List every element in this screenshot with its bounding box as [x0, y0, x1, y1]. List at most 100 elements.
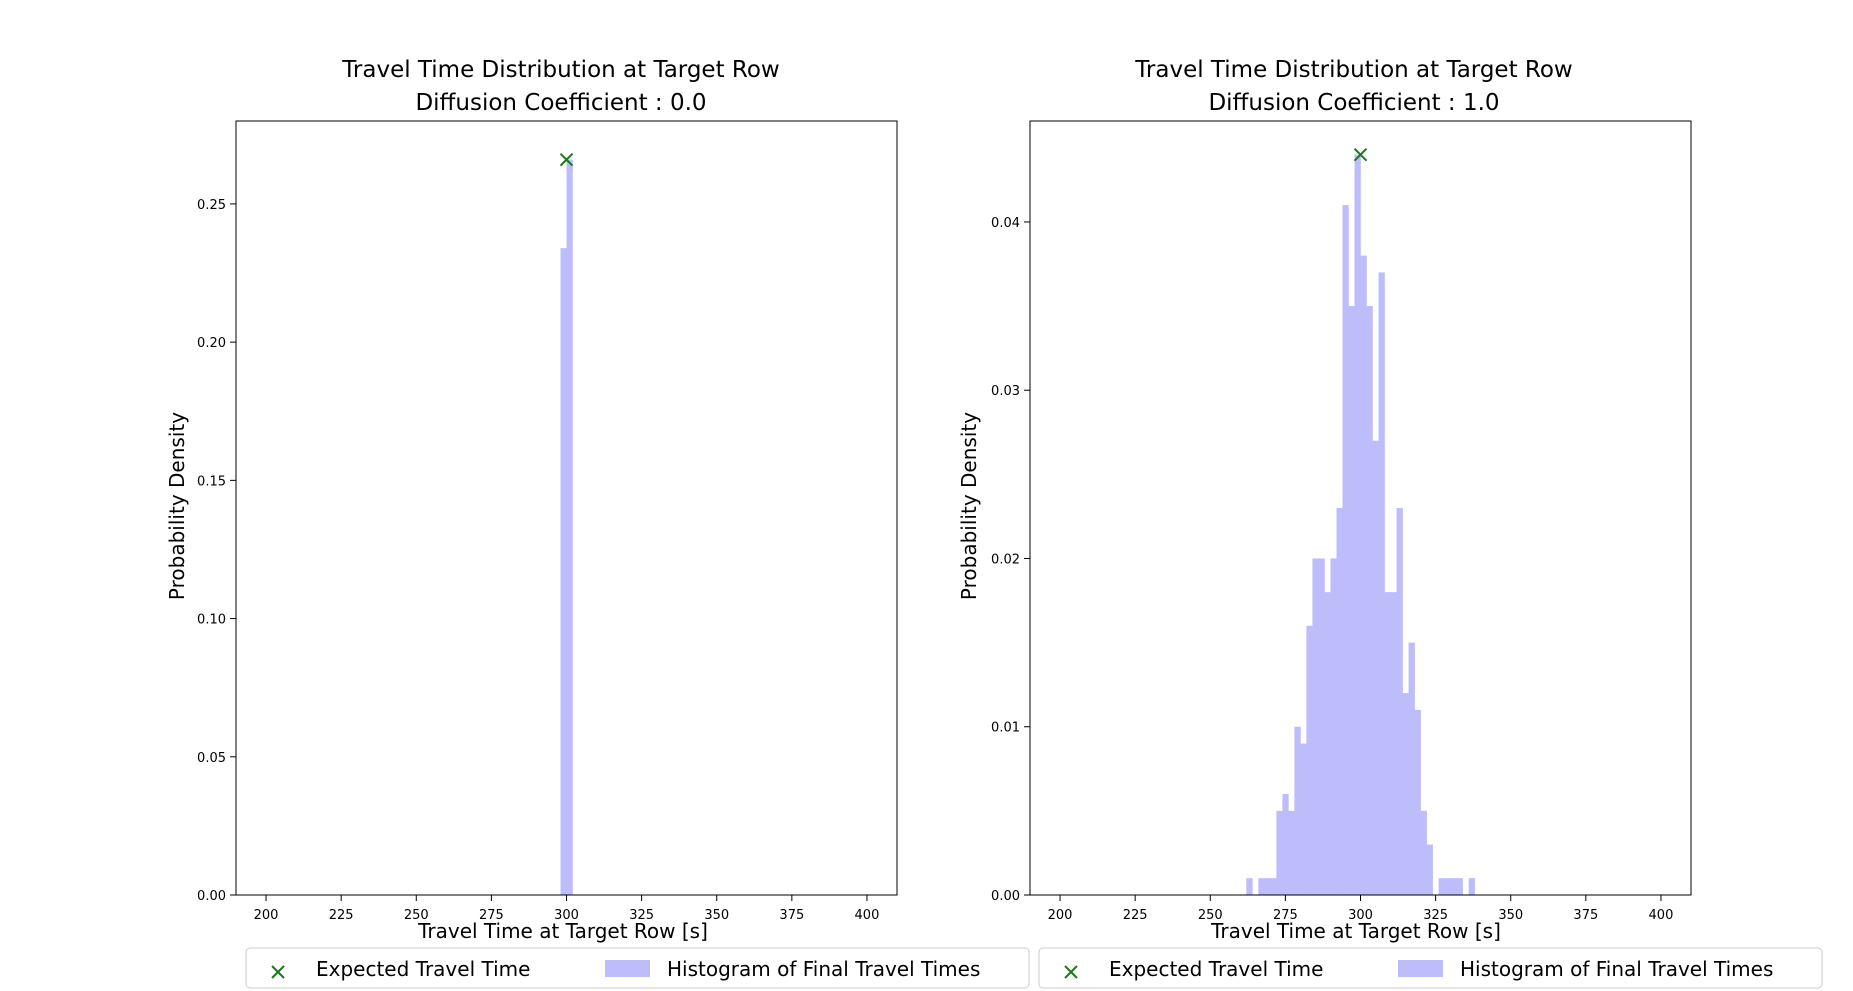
- x-tick-label: 200: [254, 908, 279, 923]
- legend-label-expected: Expected Travel Time: [316, 957, 530, 981]
- x-tick-label: 275: [479, 908, 504, 923]
- legend-patch-histogram: [605, 960, 650, 977]
- histogram-bars: [560, 159, 573, 895]
- y-axis-label: Probability Density: [165, 412, 189, 600]
- y-tick-label: 0.01: [991, 721, 1020, 736]
- histogram-bar: [1294, 726, 1301, 895]
- histogram-bar: [1414, 709, 1421, 895]
- y-tick-label: 0.00: [197, 889, 226, 904]
- chart-diffusion-1: Travel Time Distribution at Target Row D…: [957, 57, 1823, 989]
- histogram-bar: [1288, 810, 1295, 895]
- histogram-bar: [1384, 592, 1391, 895]
- chart-diffusion-0: Travel Time Distribution at Target Row D…: [165, 57, 1030, 989]
- legend-patch-histogram: [1398, 960, 1443, 977]
- legend: Expected Travel Time Histogram of Final …: [245, 947, 1030, 989]
- histogram-bar: [1348, 306, 1355, 896]
- x-axis-ticks: 200 225 250 275 300 325 350 375 400: [1048, 895, 1674, 923]
- legend-cross-icon: [1064, 965, 1078, 979]
- x-axis-label: Travel Time at Target Row [s]: [1210, 919, 1501, 943]
- x-tick-label: 325: [1423, 908, 1448, 923]
- x-tick-label: 325: [629, 908, 654, 923]
- y-tick-label: 0.20: [197, 336, 226, 351]
- y-axis-ticks: 0.00 0.01 0.02 0.03 0.04: [991, 216, 1030, 904]
- expected-marker-icon: [1353, 147, 1368, 162]
- chart-title: Travel Time Distribution at Target Row: [1134, 57, 1573, 83]
- x-tick-label: 250: [404, 908, 429, 923]
- histogram-bar: [1378, 272, 1385, 895]
- histogram-bar: [1366, 306, 1373, 896]
- expected-marker-group: [559, 152, 574, 167]
- histogram-bar: [1426, 844, 1433, 895]
- legend-marker-icon: [1064, 965, 1078, 979]
- legend-label-histogram: Histogram of Final Travel Times: [667, 957, 980, 981]
- histogram-bar: [1468, 878, 1475, 895]
- x-axis-ticks: 200 225 250 275 300 325 350 375 400: [254, 895, 880, 923]
- histogram-bar: [1330, 558, 1337, 895]
- y-axis-ticks: 0.00 0.05 0.10 0.15 0.20 0.25: [197, 198, 236, 904]
- y-axis-label: Probability Density: [957, 412, 981, 600]
- histogram-bars: [1246, 154, 1475, 896]
- x-tick-label: 375: [779, 908, 804, 923]
- histogram-bar: [1354, 154, 1361, 896]
- histogram-bar: [1438, 878, 1445, 895]
- histogram-bar: [1390, 592, 1397, 895]
- legend-marker-icon: [271, 965, 285, 979]
- x-tick-label: 200: [1048, 908, 1073, 923]
- x-tick-label: 225: [329, 908, 354, 923]
- histogram-bar: [1444, 878, 1451, 895]
- y-tick-label: 0.00: [991, 889, 1020, 904]
- histogram-bar: [1282, 794, 1289, 895]
- histogram-bar: [1342, 205, 1349, 895]
- histogram-bar: [1270, 878, 1277, 895]
- y-tick-label: 0.05: [197, 751, 226, 766]
- histogram-bar: [1372, 440, 1379, 895]
- legend-cross-icon: [271, 965, 285, 979]
- expected-marker-icon: [559, 152, 574, 167]
- legend-label-expected: Expected Travel Time: [1109, 957, 1323, 981]
- chart-subtitle: Diffusion Coefficient : 0.0: [415, 90, 706, 116]
- x-tick-label: 350: [1498, 908, 1523, 923]
- histogram-bar: [1300, 743, 1307, 895]
- histogram-bar: [1258, 878, 1265, 895]
- x-axis-label: Travel Time at Target Row [s]: [417, 919, 708, 943]
- x-tick-label: 225: [1123, 908, 1148, 923]
- y-tick-label: 0.03: [991, 384, 1020, 399]
- x-tick-label: 275: [1273, 908, 1298, 923]
- histogram-bar: [1318, 558, 1325, 895]
- y-tick-label: 0.04: [991, 216, 1020, 231]
- x-tick-label: 250: [1198, 908, 1223, 923]
- histogram-bar: [1402, 693, 1409, 895]
- legend-label-histogram: Histogram of Final Travel Times: [1460, 957, 1773, 981]
- histogram-bar: [1246, 878, 1253, 895]
- x-tick-label: 300: [1348, 908, 1373, 923]
- histogram-bar: [1306, 625, 1313, 895]
- histogram-bar: [1324, 592, 1331, 895]
- histogram-bar: [1276, 810, 1283, 895]
- y-tick-label: 0.25: [197, 198, 226, 213]
- chart-title: Travel Time Distribution at Target Row: [341, 57, 780, 83]
- histogram-bar: [1336, 508, 1343, 895]
- x-tick-label: 350: [704, 908, 729, 923]
- x-tick-label: 375: [1573, 908, 1598, 923]
- histogram-bar: [566, 159, 573, 895]
- chart-subtitle: Diffusion Coefficient : 1.0: [1208, 90, 1499, 116]
- y-tick-label: 0.10: [197, 613, 226, 628]
- histogram-bar: [1264, 878, 1271, 895]
- y-tick-label: 0.15: [197, 474, 226, 489]
- histogram-bar: [1456, 878, 1463, 895]
- x-tick-label: 400: [1649, 908, 1674, 923]
- x-tick-label: 400: [855, 908, 880, 923]
- x-tick-label: 300: [554, 908, 579, 923]
- expected-marker-group: [1353, 147, 1368, 162]
- histogram-bar: [1360, 255, 1367, 895]
- histogram-bar: [1420, 810, 1427, 895]
- histogram-bar: [1450, 878, 1457, 895]
- histogram-bar: [1312, 558, 1319, 895]
- y-tick-label: 0.02: [991, 552, 1020, 567]
- histogram-bar: [1408, 642, 1415, 895]
- legend: Expected Travel Time Histogram of Final …: [1038, 947, 1823, 989]
- histogram-bar: [1396, 508, 1403, 895]
- histogram-bar: [560, 248, 567, 895]
